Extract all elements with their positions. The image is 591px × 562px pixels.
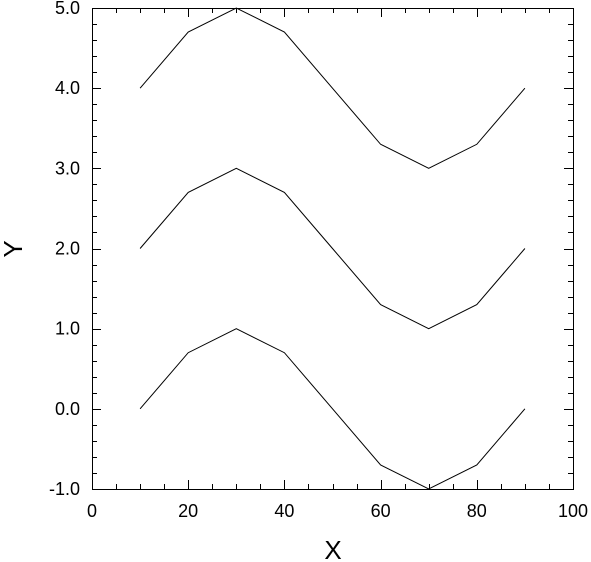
y-axis-ticks bbox=[92, 8, 573, 490]
y-tick-label: 5.0 bbox=[55, 0, 80, 18]
series-line-2 bbox=[139, 167, 526, 330]
series-line-1 bbox=[139, 7, 526, 169]
y-axis-label: Y bbox=[0, 240, 28, 257]
y-tick-label: 4.0 bbox=[55, 78, 80, 98]
y-tick-label: 2.0 bbox=[55, 239, 80, 259]
y-tick-label: 0.0 bbox=[55, 399, 80, 419]
x-tick-label: 80 bbox=[467, 501, 487, 521]
x-tick-label: 20 bbox=[178, 501, 198, 521]
series-line-3 bbox=[139, 328, 526, 490]
x-axis-tick-labels: 0 20 40 60 80 100 bbox=[87, 501, 588, 521]
series-lines bbox=[139, 7, 526, 490]
x-tick-label: 100 bbox=[558, 501, 588, 521]
x-tick-label: 40 bbox=[274, 501, 294, 521]
x-axis-ticks bbox=[92, 8, 574, 489]
y-axis-tick-labels: -1.0 0.0 1.0 2.0 3.0 4.0 5.0 bbox=[49, 0, 80, 499]
x-axis-label: X bbox=[324, 535, 341, 562]
y-tick-label: 3.0 bbox=[55, 158, 80, 178]
y-tick-label: -1.0 bbox=[49, 479, 80, 499]
x-tick-label: 0 bbox=[87, 501, 97, 521]
x-tick-label: 60 bbox=[371, 501, 391, 521]
y-tick-label: 1.0 bbox=[55, 319, 80, 339]
